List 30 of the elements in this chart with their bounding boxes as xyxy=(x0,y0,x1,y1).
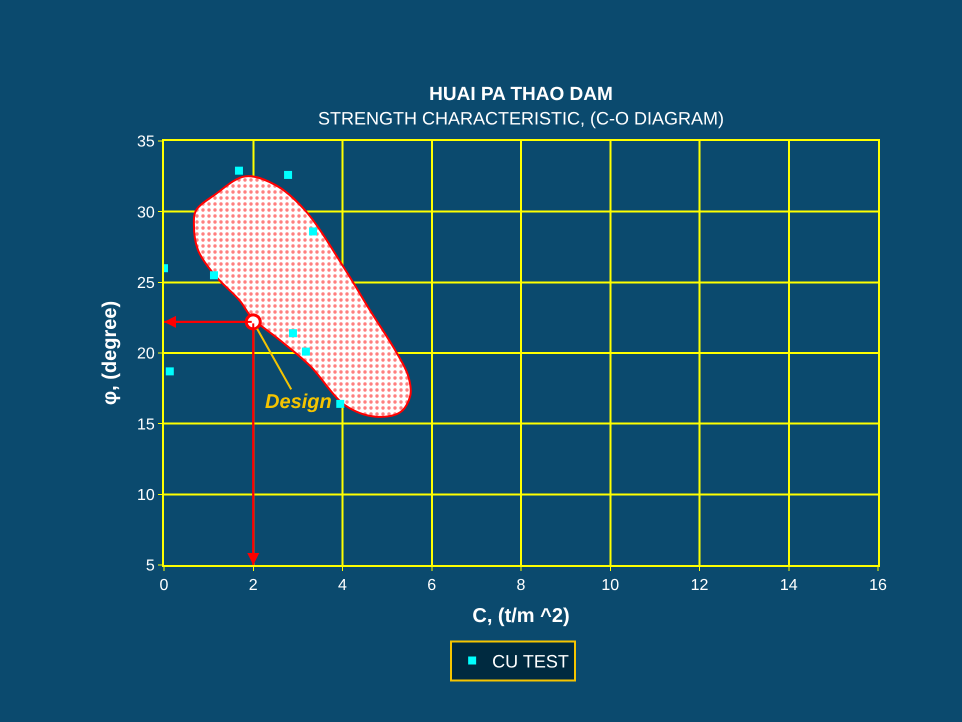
y-axis-title: φ, (degree) xyxy=(99,300,122,406)
x-tick-label: 6 xyxy=(427,577,436,594)
point xyxy=(336,400,344,408)
point xyxy=(309,227,318,236)
chart-title: HUAI PA THAO DAM xyxy=(429,84,613,105)
x-tick-label: 2 xyxy=(248,577,258,594)
point xyxy=(288,329,297,338)
y-tick-label: 15 xyxy=(137,416,155,434)
point xyxy=(284,170,292,179)
y-tick-label: 5 xyxy=(146,558,155,575)
y-tick-label: 25 xyxy=(137,274,155,292)
point xyxy=(302,348,310,356)
x-axis-title: C, (t/m ^2) xyxy=(472,605,570,628)
x-tick-label: 0 xyxy=(160,577,169,594)
x-tick-label: 10 xyxy=(601,577,620,594)
point xyxy=(210,271,218,280)
y-tick-label: 20 xyxy=(137,346,155,363)
legend-label: CU TEST xyxy=(492,652,569,672)
chart-subtitle: STRENGTH CHARACTERISTIC, (C-O DIAGRAM) xyxy=(318,108,724,129)
y-tick-label: 10 xyxy=(137,486,155,504)
x-tick-label: 8 xyxy=(516,577,526,594)
x-tick-label: 12 xyxy=(690,577,708,594)
y-tick-label: 30 xyxy=(137,204,155,222)
point xyxy=(234,166,243,175)
point xyxy=(166,367,174,376)
x-tick-label: 4 xyxy=(338,577,348,594)
y-tick-label: 35 xyxy=(137,134,155,151)
x-tick-label: 14 xyxy=(780,577,798,594)
annotation: Design xyxy=(265,391,332,413)
x-tick-label: 16 xyxy=(869,577,887,594)
